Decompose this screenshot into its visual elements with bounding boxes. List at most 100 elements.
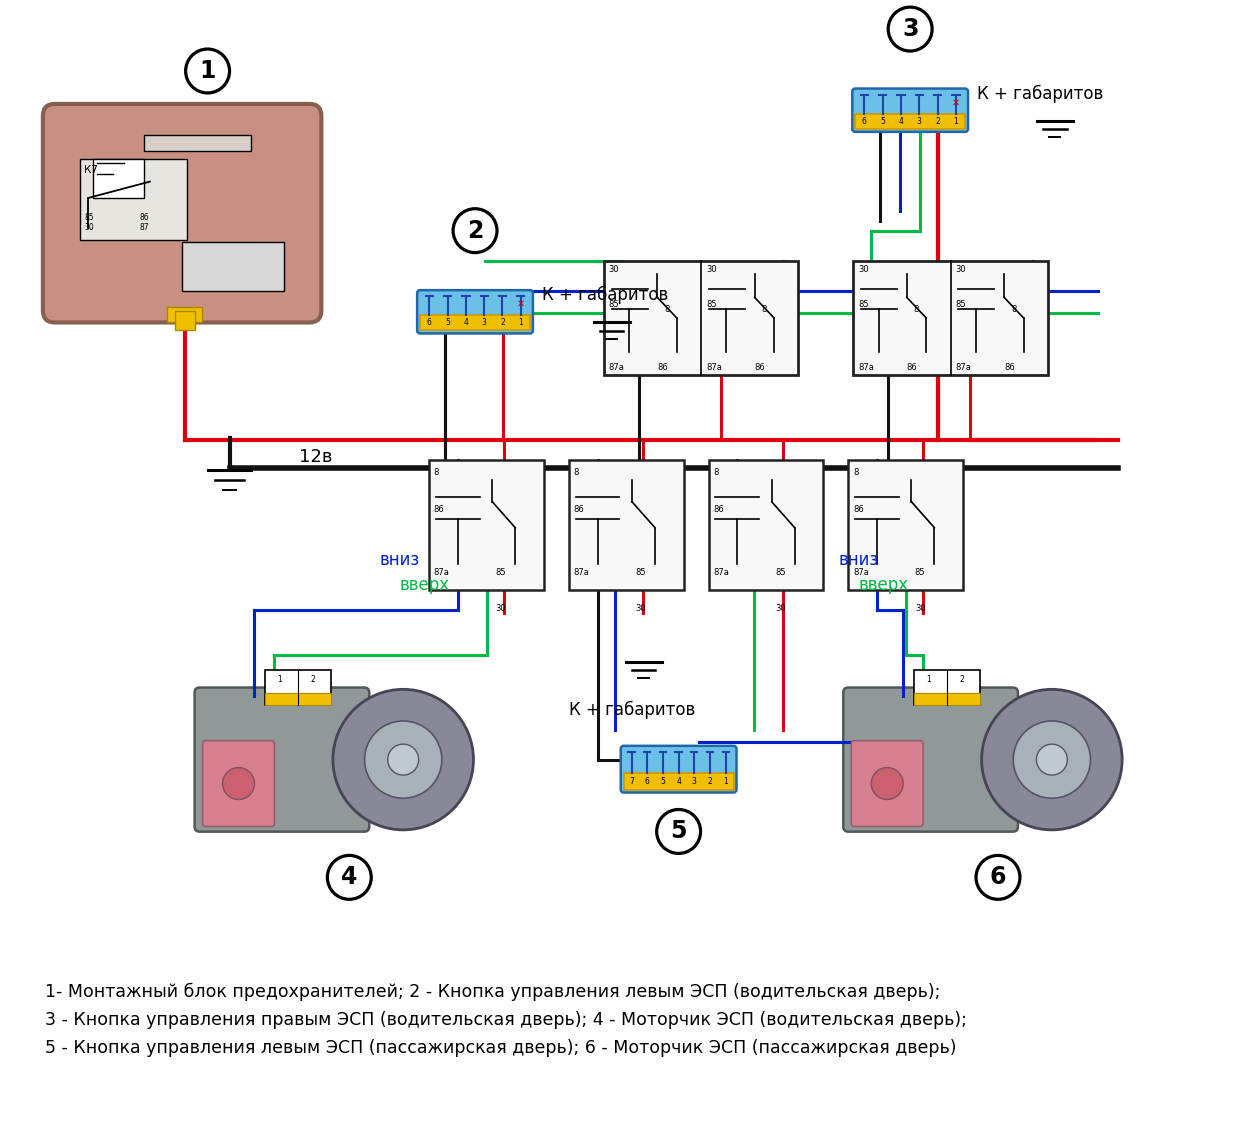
- Text: К7: К7: [84, 165, 99, 174]
- Text: 30: 30: [609, 265, 619, 274]
- FancyBboxPatch shape: [624, 773, 734, 789]
- Text: 8: 8: [914, 306, 919, 315]
- Circle shape: [364, 720, 442, 798]
- FancyBboxPatch shape: [852, 89, 968, 132]
- Text: 30: 30: [495, 605, 506, 614]
- FancyBboxPatch shape: [182, 243, 284, 291]
- Text: 6: 6: [645, 777, 650, 786]
- FancyBboxPatch shape: [420, 315, 530, 330]
- Text: 1: 1: [199, 58, 216, 83]
- Text: 87: 87: [140, 224, 148, 233]
- Text: 86: 86: [906, 363, 918, 372]
- FancyBboxPatch shape: [195, 688, 369, 832]
- Text: вверх: вверх: [858, 575, 909, 593]
- FancyBboxPatch shape: [429, 460, 543, 590]
- FancyBboxPatch shape: [569, 460, 684, 590]
- Text: 86: 86: [755, 363, 766, 372]
- Text: 1- Монтажный блок предохранителей; 2 - Кнопка управления левым ЭСП (водительская: 1- Монтажный блок предохранителей; 2 - К…: [44, 984, 940, 1001]
- Circle shape: [871, 768, 903, 799]
- Circle shape: [388, 744, 419, 776]
- Text: 85: 85: [84, 214, 94, 223]
- Text: 87a: 87a: [573, 568, 589, 577]
- Text: 8: 8: [853, 468, 858, 477]
- FancyBboxPatch shape: [167, 307, 203, 323]
- Text: 8: 8: [664, 306, 669, 315]
- Text: 86: 86: [713, 505, 724, 514]
- FancyBboxPatch shape: [417, 290, 534, 334]
- Text: 87a: 87a: [858, 363, 874, 372]
- Text: 5: 5: [661, 777, 666, 786]
- Text: 12в: 12в: [299, 448, 333, 466]
- Text: 87a: 87a: [609, 363, 625, 372]
- Text: 3: 3: [482, 318, 487, 327]
- Text: 6: 6: [427, 318, 432, 327]
- Text: 86: 86: [657, 363, 668, 372]
- Text: 85: 85: [776, 568, 785, 577]
- Text: 30: 30: [915, 605, 925, 614]
- Text: 85: 85: [495, 568, 506, 577]
- Text: 5: 5: [671, 819, 687, 843]
- FancyBboxPatch shape: [604, 261, 798, 375]
- Text: 6: 6: [989, 865, 1007, 889]
- Text: 86: 86: [140, 214, 148, 223]
- Text: 2: 2: [708, 777, 713, 786]
- Circle shape: [222, 768, 254, 799]
- FancyBboxPatch shape: [174, 310, 195, 330]
- FancyBboxPatch shape: [203, 741, 274, 826]
- Text: К + габаритов: К + габаритов: [977, 84, 1103, 102]
- Text: ✕: ✕: [516, 299, 525, 309]
- Text: 86: 86: [573, 505, 584, 514]
- FancyBboxPatch shape: [93, 158, 144, 198]
- Text: 3: 3: [916, 117, 921, 126]
- Text: 8: 8: [433, 468, 440, 477]
- FancyBboxPatch shape: [266, 670, 331, 706]
- Text: 1: 1: [926, 676, 931, 685]
- Text: 87a: 87a: [706, 363, 721, 372]
- FancyBboxPatch shape: [266, 694, 331, 706]
- Text: 3: 3: [692, 777, 697, 786]
- Text: вниз: вниз: [839, 551, 878, 569]
- Text: 4: 4: [341, 865, 357, 889]
- Text: 3: 3: [902, 17, 919, 42]
- Text: вниз: вниз: [379, 551, 420, 569]
- Text: 8: 8: [573, 468, 579, 477]
- Text: К + габаритов: К + габаритов: [542, 285, 668, 305]
- Text: 4: 4: [899, 117, 904, 126]
- Text: 2: 2: [310, 676, 315, 685]
- FancyBboxPatch shape: [80, 158, 188, 241]
- FancyBboxPatch shape: [43, 103, 321, 323]
- FancyBboxPatch shape: [844, 688, 1018, 832]
- Text: 6: 6: [862, 117, 867, 126]
- Text: 7: 7: [629, 777, 634, 786]
- Circle shape: [982, 689, 1123, 830]
- Text: 3 - Кнопка управления правым ЭСП (водительская дверь); 4 - Моторчик ЭСП (водител: 3 - Кнопка управления правым ЭСП (водите…: [44, 1012, 967, 1030]
- Text: 5: 5: [881, 117, 885, 126]
- Text: 30: 30: [956, 265, 966, 274]
- Text: 4: 4: [677, 777, 680, 786]
- Text: 2: 2: [500, 318, 505, 327]
- Text: 5 - Кнопка управления левым ЭСП (пассажирская дверь); 6 - Моторчик ЭСП (пассажир: 5 - Кнопка управления левым ЭСП (пассажи…: [44, 1039, 956, 1057]
- Text: 85: 85: [706, 299, 716, 308]
- Text: 30: 30: [706, 265, 716, 274]
- Text: 4: 4: [463, 318, 468, 327]
- Text: 87a: 87a: [853, 568, 868, 577]
- Text: 30: 30: [84, 224, 94, 233]
- Text: 87a: 87a: [956, 363, 971, 372]
- Text: 87a: 87a: [713, 568, 729, 577]
- Text: 1: 1: [278, 676, 283, 685]
- Text: 8: 8: [713, 468, 719, 477]
- Text: 1: 1: [724, 777, 729, 786]
- Text: 85: 85: [609, 299, 619, 308]
- FancyBboxPatch shape: [856, 114, 965, 129]
- Text: 2: 2: [467, 219, 483, 243]
- FancyBboxPatch shape: [848, 460, 963, 590]
- Text: 86: 86: [1004, 363, 1015, 372]
- Text: 30: 30: [858, 265, 868, 274]
- Text: 85: 85: [858, 299, 868, 308]
- FancyBboxPatch shape: [621, 746, 736, 792]
- Text: 85: 85: [956, 299, 966, 308]
- FancyBboxPatch shape: [914, 694, 981, 706]
- Text: 86: 86: [853, 505, 863, 514]
- Text: 5: 5: [445, 318, 450, 327]
- Text: 8: 8: [1011, 306, 1016, 315]
